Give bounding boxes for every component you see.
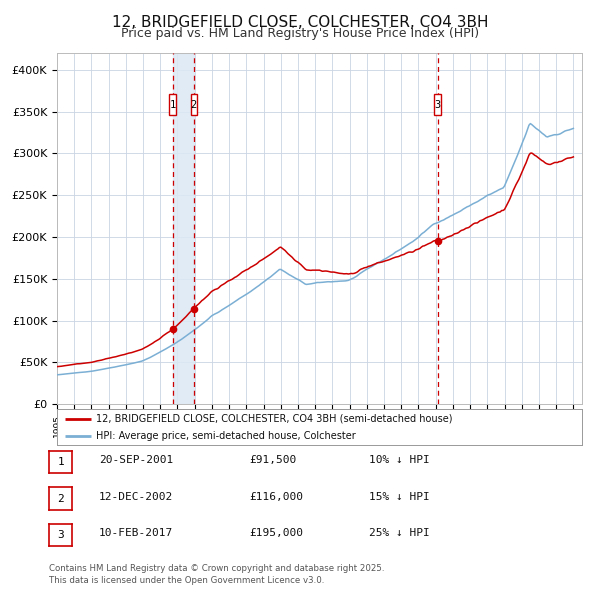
Text: HPI: Average price, semi-detached house, Colchester: HPI: Average price, semi-detached house,… xyxy=(97,431,356,441)
Text: 20-SEP-2001: 20-SEP-2001 xyxy=(99,455,173,465)
Text: £195,000: £195,000 xyxy=(249,529,303,538)
Text: £116,000: £116,000 xyxy=(249,492,303,502)
Text: 12-DEC-2002: 12-DEC-2002 xyxy=(99,492,173,502)
Text: 2: 2 xyxy=(191,100,197,110)
Text: 10% ↓ HPI: 10% ↓ HPI xyxy=(369,455,430,465)
Text: 1: 1 xyxy=(57,457,64,467)
Text: Contains HM Land Registry data © Crown copyright and database right 2025.
This d: Contains HM Land Registry data © Crown c… xyxy=(49,565,385,585)
Text: 15% ↓ HPI: 15% ↓ HPI xyxy=(369,492,430,502)
Bar xyxy=(191,94,197,116)
Text: £91,500: £91,500 xyxy=(249,455,296,465)
Bar xyxy=(173,53,194,404)
Text: 3: 3 xyxy=(57,530,64,540)
Text: 1: 1 xyxy=(170,100,176,110)
Text: 25% ↓ HPI: 25% ↓ HPI xyxy=(369,529,430,538)
Text: 3: 3 xyxy=(434,100,441,110)
Bar xyxy=(169,94,176,116)
Text: 10-FEB-2017: 10-FEB-2017 xyxy=(99,529,173,538)
Text: 12, BRIDGEFIELD CLOSE, COLCHESTER, CO4 3BH (semi-detached house): 12, BRIDGEFIELD CLOSE, COLCHESTER, CO4 3… xyxy=(97,414,453,424)
Text: 12, BRIDGEFIELD CLOSE, COLCHESTER, CO4 3BH: 12, BRIDGEFIELD CLOSE, COLCHESTER, CO4 3… xyxy=(112,15,488,30)
Text: Price paid vs. HM Land Registry's House Price Index (HPI): Price paid vs. HM Land Registry's House … xyxy=(121,27,479,40)
Text: 2: 2 xyxy=(57,494,64,503)
Bar xyxy=(434,94,441,116)
